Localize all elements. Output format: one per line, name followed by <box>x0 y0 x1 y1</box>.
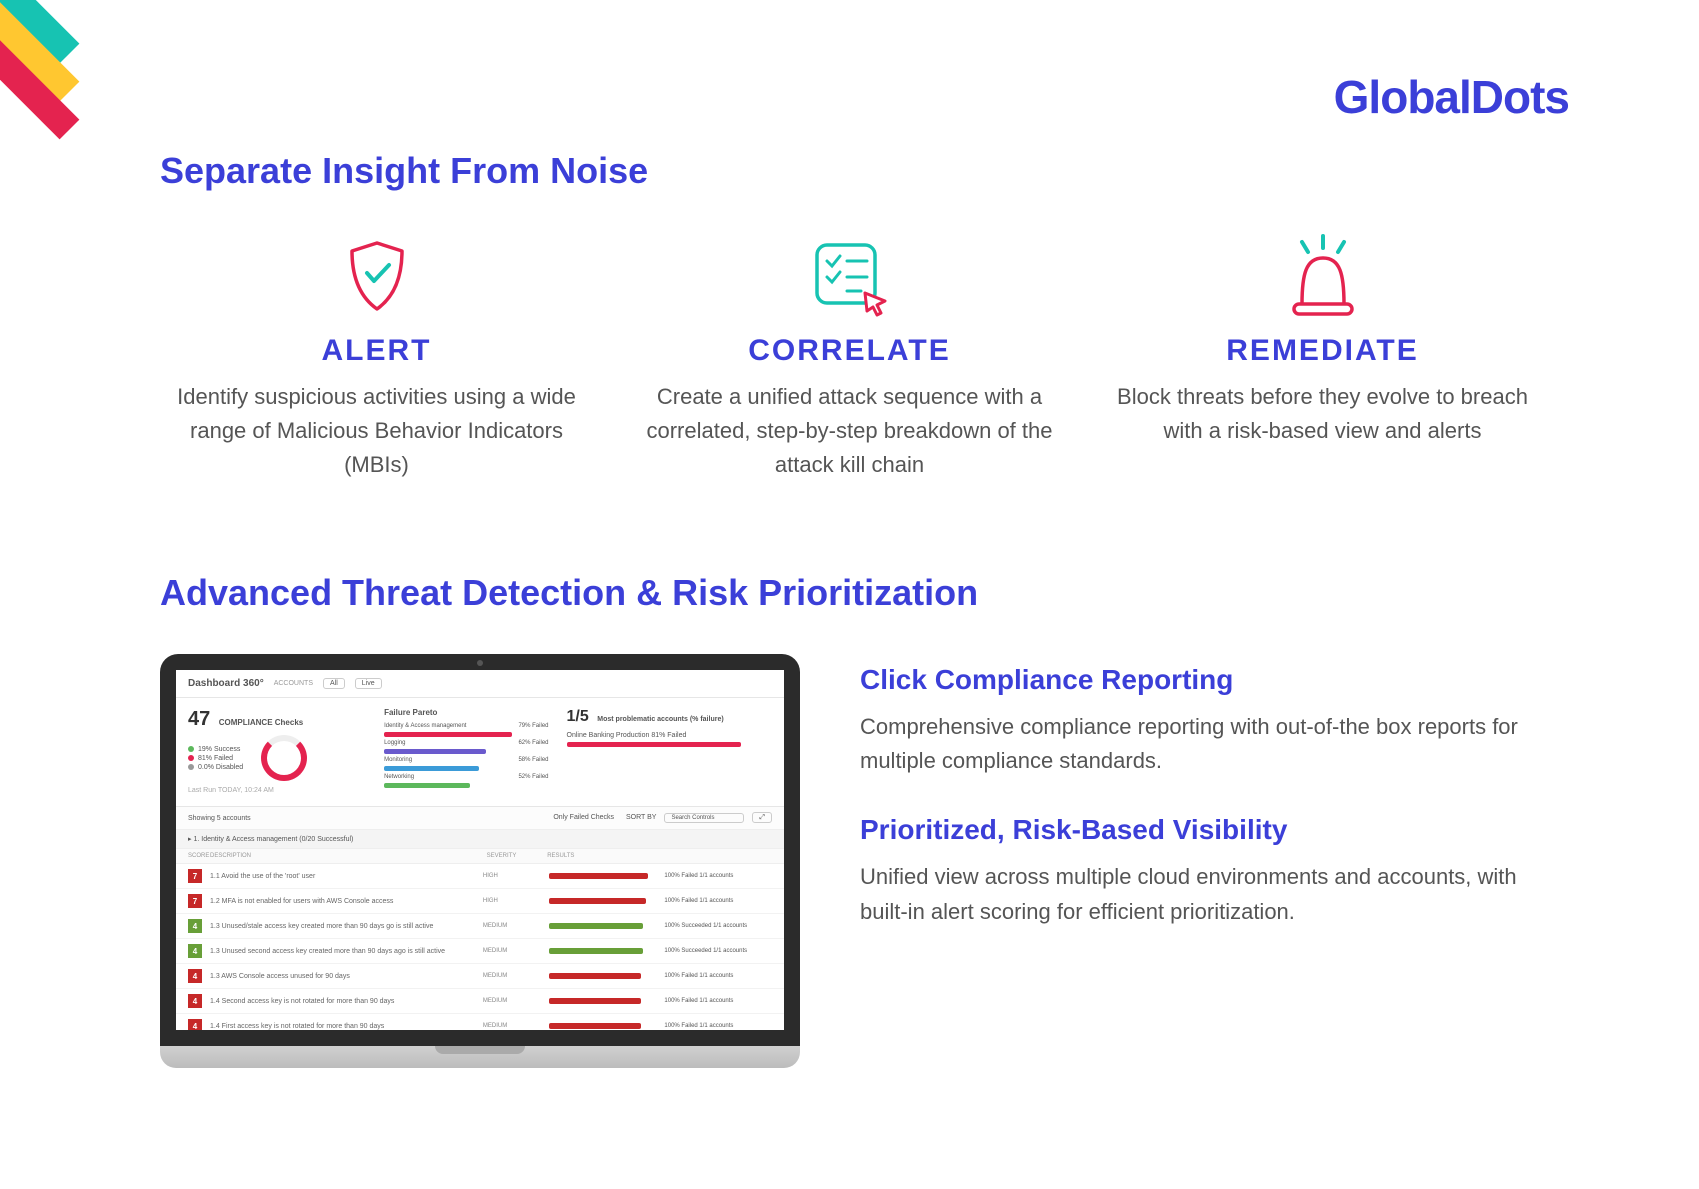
table-row[interactable]: 4 1.3 AWS Console access unused for 90 d… <box>176 964 784 989</box>
compliance-panel: 47 COMPLIANCE Checks 19% Success 81% Fai… <box>188 708 366 796</box>
dash-header: Dashboard 360° ACCOUNTS All Live <box>176 670 784 698</box>
laptop-base <box>160 1046 800 1068</box>
feature-correlate-desc: Create a unified attack sequence with a … <box>633 380 1066 482</box>
severity-badge: 7 <box>188 869 202 883</box>
pareto-row: Networking52% Failed <box>384 774 548 788</box>
table-row[interactable]: 4 1.4 Second access key is not rotated f… <box>176 989 784 1014</box>
row-bar <box>549 873 657 879</box>
problematic-panel: 1/5 Most problematic accounts (% failure… <box>567 708 773 796</box>
row-bar <box>549 923 657 929</box>
pareto-row: Monitoring58% Failed <box>384 757 548 771</box>
search-input[interactable]: Search Controls <box>664 813 744 823</box>
row-status: 100% Succeeded 1/1 accounts <box>664 923 772 929</box>
donut-chart-icon <box>261 735 307 781</box>
feature-remediate-title: REMEDIATE <box>1106 334 1539 368</box>
sub1-desc: Comprehensive compliance reporting with … <box>860 710 1539 778</box>
row-desc: 1.4 Second access key is not rotated for… <box>210 998 475 1005</box>
feature-alert: ALERT Identify suspicious activities usi… <box>160 232 593 482</box>
row-status: 100% Failed 1/1 accounts <box>664 998 772 1004</box>
sortby-label: SORT BY <box>626 814 656 821</box>
row-desc: 1.2 MFA is not enabled for users with AW… <box>210 898 475 905</box>
pareto-row: Logging62% Failed <box>384 740 548 754</box>
dash-sub: ACCOUNTS <box>274 680 313 687</box>
pareto-title: Failure Pareto <box>384 708 548 717</box>
dashboard-laptop: Dashboard 360° ACCOUNTS All Live 47 COMP… <box>160 654 800 1068</box>
section1-title: Separate Insight From Noise <box>160 150 1539 192</box>
row-bar <box>549 1023 657 1029</box>
dashboard-screen: Dashboard 360° ACCOUNTS All Live 47 COMP… <box>176 670 784 1030</box>
accordion-item[interactable]: ▸ 1. Identity & Access management (0/20 … <box>176 830 784 849</box>
row-sev: MEDIUM <box>483 1023 541 1029</box>
tab-live[interactable]: Live <box>355 678 382 689</box>
last-run: Last Run TODAY, 10:24 AM <box>188 787 366 794</box>
row-sev: MEDIUM <box>483 948 541 954</box>
feature-correlate-title: CORRELATE <box>633 334 1066 368</box>
table-row[interactable]: 4 1.3 Unused/stale access key created mo… <box>176 914 784 939</box>
camera-dot-icon <box>477 660 483 666</box>
severity-badge: 4 <box>188 919 202 933</box>
severity-badge: 4 <box>188 944 202 958</box>
row-bar <box>549 898 657 904</box>
severity-badge: 4 <box>188 1019 202 1030</box>
filter-row: Showing 5 accounts Only Failed Checks SO… <box>176 807 784 830</box>
table-row[interactable]: 4 1.4 First access key is not rotated fo… <box>176 1014 784 1030</box>
row-status: 100% Failed 1/1 accounts <box>664 873 772 879</box>
corner-decoration <box>0 0 160 160</box>
severity-badge: 4 <box>188 994 202 1008</box>
prob-account: Online Banking Production 81% Failed <box>567 732 773 739</box>
checklist-cursor-icon <box>633 232 1066 322</box>
table-row[interactable]: 4 1.3 Unused second access key created m… <box>176 939 784 964</box>
legend-failed: 81% Failed <box>188 755 243 762</box>
row-desc: 1.3 Unused second access key created mor… <box>210 948 475 955</box>
row-bar <box>549 998 657 1004</box>
row-sev: HIGH <box>483 898 541 904</box>
sub1-title: Click Compliance Reporting <box>860 664 1539 696</box>
pareto-row: Identity & Access management79% Failed <box>384 723 548 737</box>
feature-alert-desc: Identify suspicious activities using a w… <box>160 380 593 482</box>
legend-success: 19% Success <box>188 746 243 753</box>
pareto-panel: Failure Pareto Identity & Access managem… <box>384 708 548 796</box>
row-bar <box>549 973 657 979</box>
feature-remediate-desc: Block threats before they evolve to brea… <box>1106 380 1539 448</box>
sub2-desc: Unified view across multiple cloud envir… <box>860 860 1539 928</box>
features-row: ALERT Identify suspicious activities usi… <box>160 232 1539 482</box>
row-desc: 1.4 First access key is not rotated for … <box>210 1023 475 1030</box>
feature-alert-title: ALERT <box>160 334 593 368</box>
row-status: 100% Failed 1/1 accounts <box>664 973 772 979</box>
row-sev: MEDIUM <box>483 998 541 1004</box>
compliance-count: 47 <box>188 708 210 731</box>
table-head: SCORE DESCRIPTION SEVERITY RESULTS <box>176 849 784 864</box>
brand-logo: GlobalDots <box>1334 70 1569 124</box>
alarm-light-icon <box>1106 232 1539 322</box>
severity-badge: 4 <box>188 969 202 983</box>
feature-correlate: CORRELATE Create a unified attack sequen… <box>633 232 1066 482</box>
table-row[interactable]: 7 1.1 Avoid the use of the 'root' user H… <box>176 864 784 889</box>
shield-check-icon <box>160 232 593 322</box>
showing-label: Showing 5 accounts <box>188 815 251 822</box>
row-sev: HIGH <box>483 873 541 879</box>
row-status: 100% Failed 1/1 accounts <box>664 1023 772 1029</box>
row-sev: MEDIUM <box>483 973 541 979</box>
row-bar <box>549 948 657 954</box>
severity-badge: 7 <box>188 894 202 908</box>
problematic-count: 1/5 <box>567 708 589 726</box>
prob-bar <box>567 742 742 747</box>
row-status: 100% Failed 1/1 accounts <box>664 898 772 904</box>
row-desc: 1.1 Avoid the use of the 'root' user <box>210 873 475 880</box>
compliance-label: COMPLIANCE Checks <box>219 718 303 727</box>
expand-icon[interactable]: ⤢ <box>752 812 772 823</box>
only-failed-toggle[interactable]: Only Failed Checks <box>553 814 614 821</box>
legend-disabled: 0.0% Disabled <box>188 764 243 771</box>
dash-title: Dashboard 360° <box>188 678 264 689</box>
row-sev: MEDIUM <box>483 923 541 929</box>
sub2-title: Prioritized, Risk-Based Visibility <box>860 814 1539 846</box>
tab-all[interactable]: All <box>323 678 345 689</box>
table-row[interactable]: 7 1.2 MFA is not enabled for users with … <box>176 889 784 914</box>
feature-remediate: REMEDIATE Block threats before they evol… <box>1106 232 1539 482</box>
section2-title: Advanced Threat Detection & Risk Priorit… <box>160 572 1539 614</box>
row-status: 100% Succeeded 1/1 accounts <box>664 948 772 954</box>
row-desc: 1.3 Unused/stale access key created more… <box>210 923 475 930</box>
problematic-label: Most problematic accounts (% failure) <box>597 716 723 723</box>
row-desc: 1.3 AWS Console access unused for 90 day… <box>210 973 475 980</box>
